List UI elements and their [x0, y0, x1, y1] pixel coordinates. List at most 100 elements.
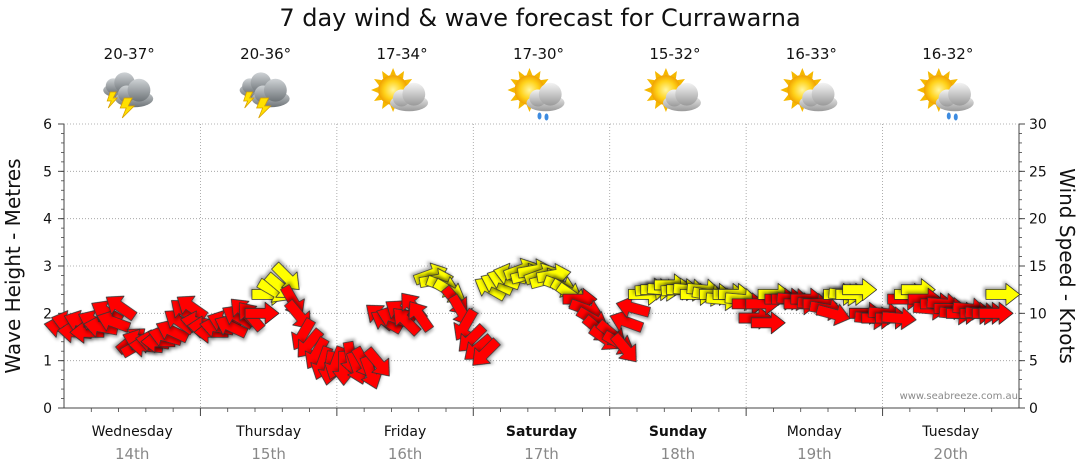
sun-ray [371, 87, 379, 93]
right-tick-label: 0 [1029, 401, 1038, 417]
rain-drop [537, 112, 542, 120]
partly-cloudy-icon [643, 68, 701, 112]
sun-ray [935, 68, 942, 76]
sun-ray [507, 87, 515, 93]
sun-ray [510, 79, 519, 86]
sun-ray [518, 101, 525, 110]
sun-ray [654, 70, 662, 79]
right-tick-label: 25 [1029, 164, 1047, 180]
sun-ray [943, 70, 950, 79]
lightning-bolt [256, 97, 272, 119]
sun-ray [374, 94, 382, 101]
left-tick-label: 4 [43, 212, 52, 228]
day-name-label: Monday [787, 424, 842, 440]
sun-ray [799, 68, 806, 76]
rain-drop [544, 113, 549, 121]
wind-arrow-shape [363, 346, 390, 377]
sun-ray [654, 101, 662, 110]
day-name-label: Saturday [506, 424, 577, 440]
sun-ray [780, 87, 788, 93]
wind-arrow [881, 307, 917, 330]
wind-arrow [610, 332, 637, 363]
lightning-bolt [106, 91, 119, 109]
right-tick-label: 15 [1029, 259, 1047, 275]
wind-arrow-shape [978, 301, 1014, 325]
sun-ray [791, 101, 798, 110]
wind-arrow [408, 301, 434, 333]
temperature-range: 20-37° [104, 45, 155, 63]
weather-row: 20-37° 20-36° 17-34° 17-30° 15-32° 16-33° 16-3… [103, 45, 974, 121]
sun-ray [919, 79, 928, 86]
sun-ray [807, 70, 814, 79]
lightning-bolt [119, 97, 136, 119]
day-date-label: 15th [251, 445, 285, 463]
sun-ray [518, 70, 525, 79]
temperature-range: 17-30° [513, 45, 564, 63]
cloud-part [402, 82, 426, 106]
left-tick-label: 5 [43, 164, 52, 180]
sun-ray [670, 70, 677, 79]
day-name-label: Sunday [649, 424, 707, 440]
sun-ray [510, 94, 519, 101]
sun-ray [783, 94, 792, 101]
wind-arrow-shape [271, 261, 300, 291]
wind-arrow [363, 346, 390, 377]
sun-ray [643, 87, 652, 93]
sun-ray [813, 79, 822, 86]
right-tick-label: 20 [1029, 212, 1047, 228]
wind-arrow-shape [105, 295, 138, 322]
partly-cloudy-icon [371, 68, 429, 112]
temperature-range: 20-36° [240, 45, 291, 63]
wind-arrow [472, 337, 501, 366]
wind-arrow-shape [472, 337, 501, 366]
wind-arrow [815, 303, 851, 326]
sun-ray [662, 68, 669, 76]
cloud-part [127, 78, 151, 102]
left-tick-label: 0 [43, 401, 52, 417]
left-axis: 0 1 2 3 4 5 6 [43, 117, 64, 417]
x-axis: Wednesday 14th Thursday 15th Friday 16th Satur… [90, 408, 993, 463]
temperature-range: 16-32° [922, 45, 973, 63]
sun-ray [526, 68, 533, 76]
wind-arrow [271, 261, 300, 291]
sun-ray [950, 79, 958, 86]
left-tick-label: 2 [43, 306, 52, 322]
sun-ray [390, 68, 397, 76]
day-name-label: Tuesday [921, 424, 979, 440]
sun-ray [916, 87, 925, 93]
shower-icon [916, 68, 974, 121]
y-axis-label-left: Wave Height - Metres [1, 158, 25, 373]
sun-ray [382, 101, 389, 110]
storm-icon [239, 72, 290, 119]
day-date-label: 16th [388, 445, 422, 463]
day-name-label: Friday [384, 424, 426, 440]
cloud-part [675, 82, 699, 106]
wind-arrow-shape [815, 303, 851, 326]
wind-arrow-shape [284, 298, 311, 330]
wind-arrows [43, 257, 1021, 390]
shower-icon [507, 68, 565, 121]
wind-arrow [985, 282, 1021, 306]
right-tick-label: 10 [1029, 306, 1047, 322]
lightning-bolt [243, 91, 255, 109]
sun-ray [927, 70, 935, 79]
chart-title: 7 day wind & wave forecast for Currawarn… [279, 4, 801, 32]
wind-arrow-shape [881, 307, 917, 330]
sun-ray [404, 79, 413, 86]
cloud-part [948, 82, 971, 106]
sun-ray [382, 70, 389, 79]
wind-arrow-shape [750, 311, 786, 335]
temperature-range: 17-34° [377, 45, 428, 63]
rain-drop [946, 112, 951, 120]
wind-arrow [978, 301, 1014, 325]
wind-arrow-shape [842, 278, 878, 302]
day-name-label: Thursday [235, 424, 301, 440]
sun-ray [919, 94, 928, 101]
partly-cloudy-icon [780, 68, 838, 112]
day-date-label: 20th [934, 445, 968, 463]
sun-ray [540, 79, 549, 86]
cloud-part [538, 82, 562, 106]
temperature-range: 16-33° [786, 45, 837, 63]
sun-ray [397, 70, 405, 79]
